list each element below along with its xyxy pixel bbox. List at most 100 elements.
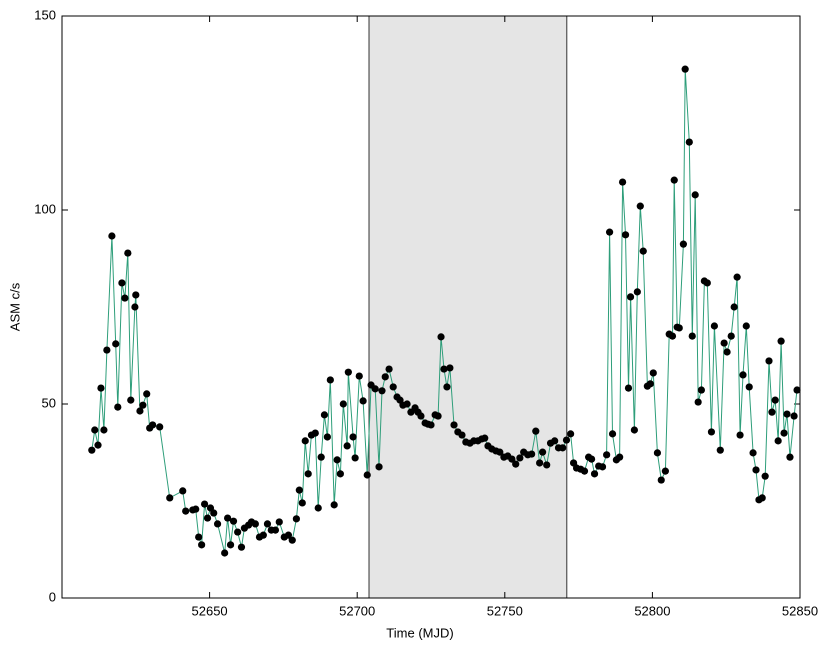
data-point (198, 541, 206, 549)
data-point (213, 520, 222, 528)
data-point (691, 191, 699, 199)
y-tick-label: 50 (42, 395, 56, 410)
data-point (389, 383, 397, 391)
data-point (603, 451, 611, 459)
data-point (182, 507, 190, 515)
x-tick-label: 52750 (487, 603, 523, 618)
x-tick-label: 52650 (192, 603, 228, 618)
data-point (149, 421, 157, 429)
data-point (403, 400, 411, 408)
data-point (580, 467, 589, 475)
data-point (100, 426, 108, 434)
data-point (103, 346, 111, 354)
data-point (670, 176, 678, 184)
data-point (774, 437, 782, 445)
data-point (616, 453, 624, 461)
data-point (203, 514, 212, 522)
data-point (783, 410, 791, 418)
data-point (434, 412, 442, 420)
data-point (668, 332, 677, 340)
data-point (263, 520, 272, 528)
x-tick-label: 52800 (634, 603, 670, 618)
data-point (234, 528, 242, 536)
data-point (91, 426, 99, 434)
data-point (343, 442, 351, 450)
data-point (733, 273, 741, 281)
data-point (685, 138, 693, 146)
data-point (446, 364, 454, 372)
data-point (136, 407, 144, 415)
data-point (538, 448, 547, 456)
data-point (508, 455, 516, 463)
data-point (229, 517, 238, 525)
data-point (605, 228, 614, 236)
data-point (351, 454, 359, 462)
data-point (375, 463, 383, 471)
data-point (143, 390, 151, 398)
data-point (88, 446, 96, 454)
data-point (745, 383, 753, 391)
data-point (131, 303, 139, 311)
data-point (121, 294, 129, 302)
data-point (156, 423, 164, 431)
data-point (636, 202, 644, 210)
data-point (450, 421, 458, 429)
data-point (716, 446, 724, 454)
data-point (587, 455, 596, 463)
data-point (649, 369, 657, 377)
data-point (443, 383, 451, 391)
data-point (727, 332, 735, 340)
data-point (675, 324, 683, 332)
data-point (618, 178, 627, 186)
data-point (127, 396, 135, 404)
data-point (371, 385, 379, 393)
shaded-span (368, 15, 568, 599)
x-tick-label: 52700 (339, 603, 375, 618)
data-point (417, 412, 425, 420)
data-point (739, 371, 747, 379)
data-point (94, 441, 102, 449)
data-point (679, 240, 687, 248)
data-point (532, 427, 540, 435)
data-point (481, 434, 489, 442)
data-point (768, 408, 776, 416)
data-point (97, 384, 105, 392)
data-point (314, 504, 322, 512)
data-point (657, 476, 665, 484)
data-point (124, 249, 132, 257)
data-point (710, 322, 718, 330)
data-point (195, 533, 203, 541)
data-point (320, 411, 329, 419)
data-point (355, 372, 363, 380)
x-axis-label: Time (MJD) (386, 625, 453, 640)
data-point (166, 494, 174, 502)
data-point (437, 333, 445, 341)
data-point (118, 279, 126, 287)
data-point (496, 448, 504, 456)
data-point (559, 444, 567, 452)
data-point (562, 436, 571, 444)
data-point (301, 437, 309, 445)
data-point (292, 515, 300, 523)
data-point (777, 337, 785, 345)
data-point (108, 232, 116, 240)
data-point (427, 421, 435, 429)
data-point (567, 430, 575, 438)
data-point (786, 453, 794, 461)
data-point (742, 322, 750, 330)
data-point (210, 509, 218, 517)
data-point (385, 365, 393, 373)
data-point (304, 470, 312, 478)
data-point (723, 348, 731, 356)
data-point (590, 470, 599, 478)
data-point (271, 526, 280, 534)
data-point (758, 494, 766, 502)
data-point (458, 431, 466, 439)
data-point (381, 373, 389, 381)
data-point (224, 514, 232, 522)
data-point (528, 450, 536, 458)
data-point (608, 430, 617, 438)
data-point (344, 368, 352, 376)
